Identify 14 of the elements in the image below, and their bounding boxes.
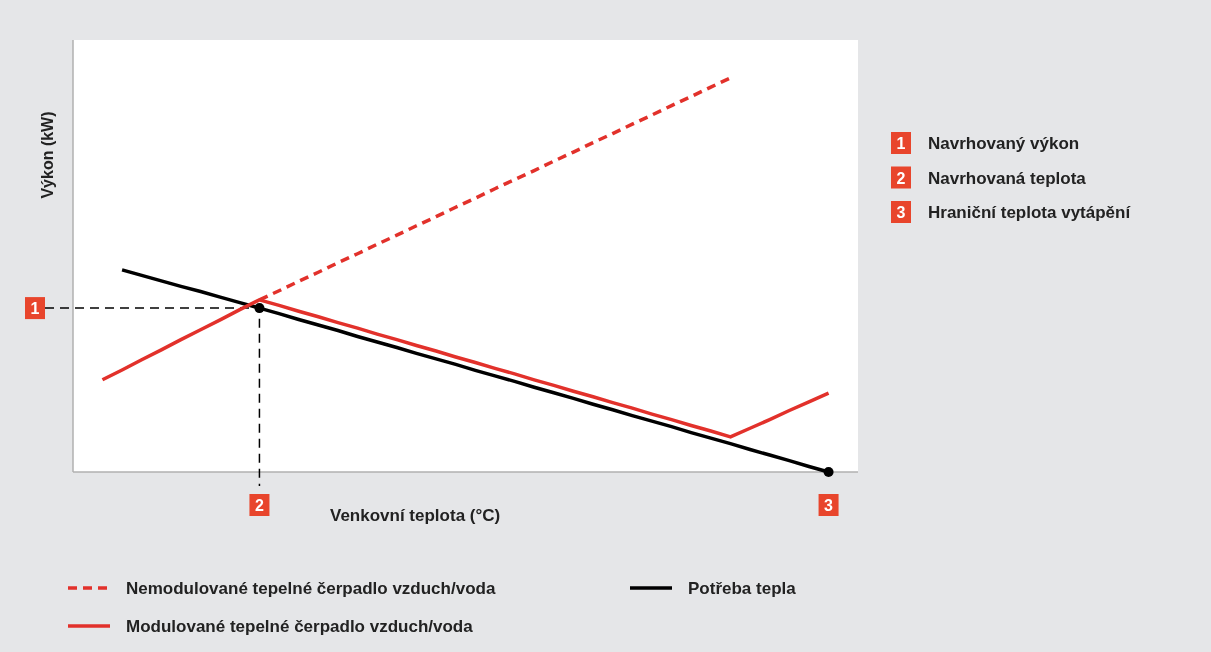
text: 1: [30, 300, 40, 318]
y-axis-title: Výkon (kW): [39, 111, 56, 199]
legend-label: Modulované tepelné čerpadlo vzduch/voda: [126, 617, 474, 636]
legend-label: Potřeba tepla: [688, 579, 797, 598]
text: Navrhovaný výkon: [928, 134, 1080, 153]
text: 1: [896, 135, 906, 152]
text: Navrhovaná teplota: [928, 168, 1087, 188]
text: 2: [896, 169, 906, 187]
text: 3: [824, 497, 834, 514]
text: Hraniční teplota vytápění: [928, 203, 1132, 222]
text: 3: [896, 204, 906, 221]
text: 2: [254, 497, 264, 514]
x-axis-title: Venkovní teplota (°C): [330, 506, 501, 525]
legend-label: Nemodulované tepelné čerpadlo vzduch/voda: [126, 579, 496, 598]
